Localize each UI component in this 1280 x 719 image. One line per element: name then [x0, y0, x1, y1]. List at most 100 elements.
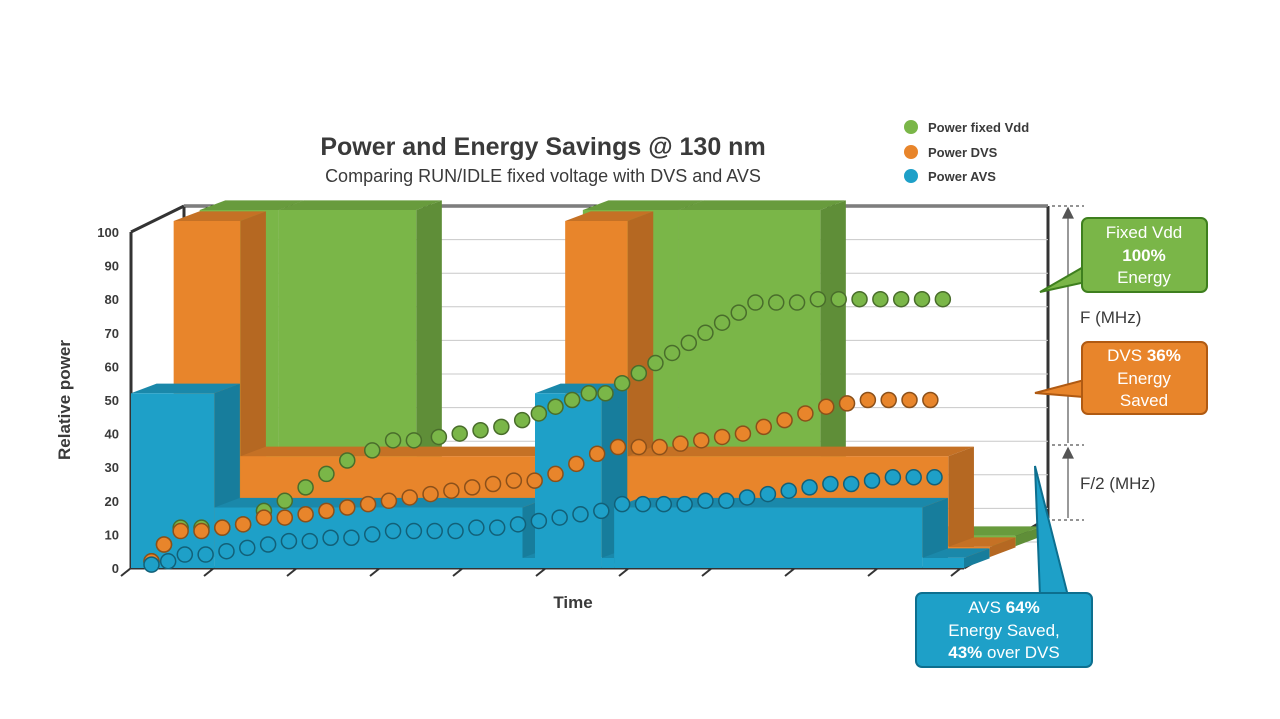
energy-dot: [597, 385, 614, 402]
bar-top: [627, 446, 974, 457]
energy-dot: [526, 472, 543, 489]
callout-line: 43% over DVS: [948, 643, 1060, 662]
bar-side: [948, 446, 974, 557]
energy-dot: [613, 374, 631, 392]
callout-line: Energy Saved,: [948, 621, 1060, 640]
power-bar: [922, 557, 964, 568]
energy-dot: [922, 391, 939, 409]
chart-legend: Power fixed Vdd Power DVS Power AVS: [904, 120, 1029, 184]
energy-dot: [255, 509, 273, 526]
energy-dot: [809, 290, 827, 308]
energy-dot: [276, 492, 294, 510]
callout-line: Energy: [1117, 369, 1171, 388]
energy-dot: [563, 391, 581, 409]
bar-top: [278, 200, 442, 210]
energy-dot: [905, 469, 922, 486]
power-bar: [614, 507, 923, 568]
bar-top: [582, 200, 705, 210]
energy-dot: [259, 536, 277, 553]
callout-line: 100%: [1122, 246, 1165, 265]
energy-dot: [697, 324, 714, 342]
y-tick-label: 70: [105, 326, 119, 341]
callout-pct: 43%: [948, 643, 982, 662]
energy-dot: [193, 522, 210, 540]
energy-dot: [401, 489, 418, 506]
energy-dot: [613, 495, 631, 513]
energy-dot: [176, 546, 194, 563]
bar-side: [964, 548, 990, 568]
energy-dot: [680, 334, 698, 352]
legend-swatch-blue: [904, 169, 918, 183]
energy-dot: [297, 479, 314, 496]
energy-dot: [509, 516, 527, 533]
x-axis-label: Time: [553, 593, 592, 612]
x-tick-mark: [950, 567, 962, 577]
y-axis-ticks: 0 10 20 30 40 50 60 70 80 90 100: [97, 225, 119, 576]
energy-dot: [530, 512, 548, 530]
energy-dot: [239, 539, 256, 557]
energy-dot: [588, 445, 606, 463]
energy-dot: [892, 290, 910, 308]
energy-dot: [718, 492, 735, 510]
energy-dot: [463, 479, 481, 496]
arrowhead-icon: [1062, 206, 1074, 219]
energy-dot: [609, 438, 627, 456]
energy-dot: [838, 395, 856, 412]
callout-line: Fixed Vdd: [1106, 223, 1183, 242]
legend-label: Power DVS: [928, 145, 998, 160]
energy-dot: [913, 290, 931, 308]
energy-dot: [551, 509, 568, 526]
y-tick-label: 100: [97, 225, 119, 240]
y-tick-label: 10: [105, 527, 119, 542]
x-tick-mark: [120, 567, 132, 577]
energy-dot: [859, 391, 877, 409]
callout-prefix: AVS: [968, 598, 1005, 617]
energy-dot: [593, 502, 610, 520]
energy-dot: [693, 432, 710, 449]
energy-dot: [880, 391, 897, 409]
energy-dot: [513, 411, 531, 429]
energy-dot: [630, 438, 648, 456]
energy-dot: [901, 391, 918, 409]
energy-dot: [197, 546, 214, 563]
energy-dot: [755, 418, 772, 436]
y-tick-label: 20: [105, 494, 119, 509]
callout-fixed-vdd: Fixed Vdd 100% Energy: [1039, 217, 1208, 293]
energy-dot: [822, 475, 839, 493]
callout-line: Saved: [1120, 391, 1168, 410]
energy-dot: [788, 294, 806, 311]
energy-dot: [547, 398, 564, 415]
energy-dot: [384, 522, 402, 540]
energy-dot: [422, 485, 439, 503]
callout-line: DVS 36%: [1107, 346, 1181, 365]
energy-dot: [851, 290, 868, 308]
power-bar: [522, 557, 536, 568]
energy-dot: [159, 553, 177, 570]
callout-pct: 64%: [1006, 598, 1040, 617]
callout-dvs: DVS 36% Energy Saved: [1034, 341, 1208, 415]
energy-dot: [651, 438, 668, 456]
energy-dot: [884, 469, 902, 486]
energy-dot: [339, 499, 356, 516]
energy-dot: [530, 405, 548, 422]
energy-dot: [322, 529, 339, 547]
bar-top: [240, 446, 591, 457]
legend-label: Power AVS: [928, 169, 996, 184]
energy-dot: [430, 428, 448, 446]
energy-dot: [214, 519, 231, 536]
bar-top: [922, 548, 990, 558]
energy-dot: [363, 526, 381, 543]
energy-dot: [630, 364, 648, 382]
bar-top: [948, 537, 1016, 547]
energy-dot: [468, 519, 485, 536]
bar-side: [990, 537, 1016, 557]
bar-top: [199, 200, 305, 210]
energy-dot: [472, 421, 489, 439]
energy-dot: [234, 516, 252, 533]
y-tick-label: 40: [105, 427, 119, 442]
x-axis-ticks: [120, 567, 962, 577]
energy-dot: [767, 294, 785, 311]
energy-dot: [734, 425, 752, 442]
energy-dot: [218, 542, 235, 560]
energy-dot: [738, 489, 756, 506]
